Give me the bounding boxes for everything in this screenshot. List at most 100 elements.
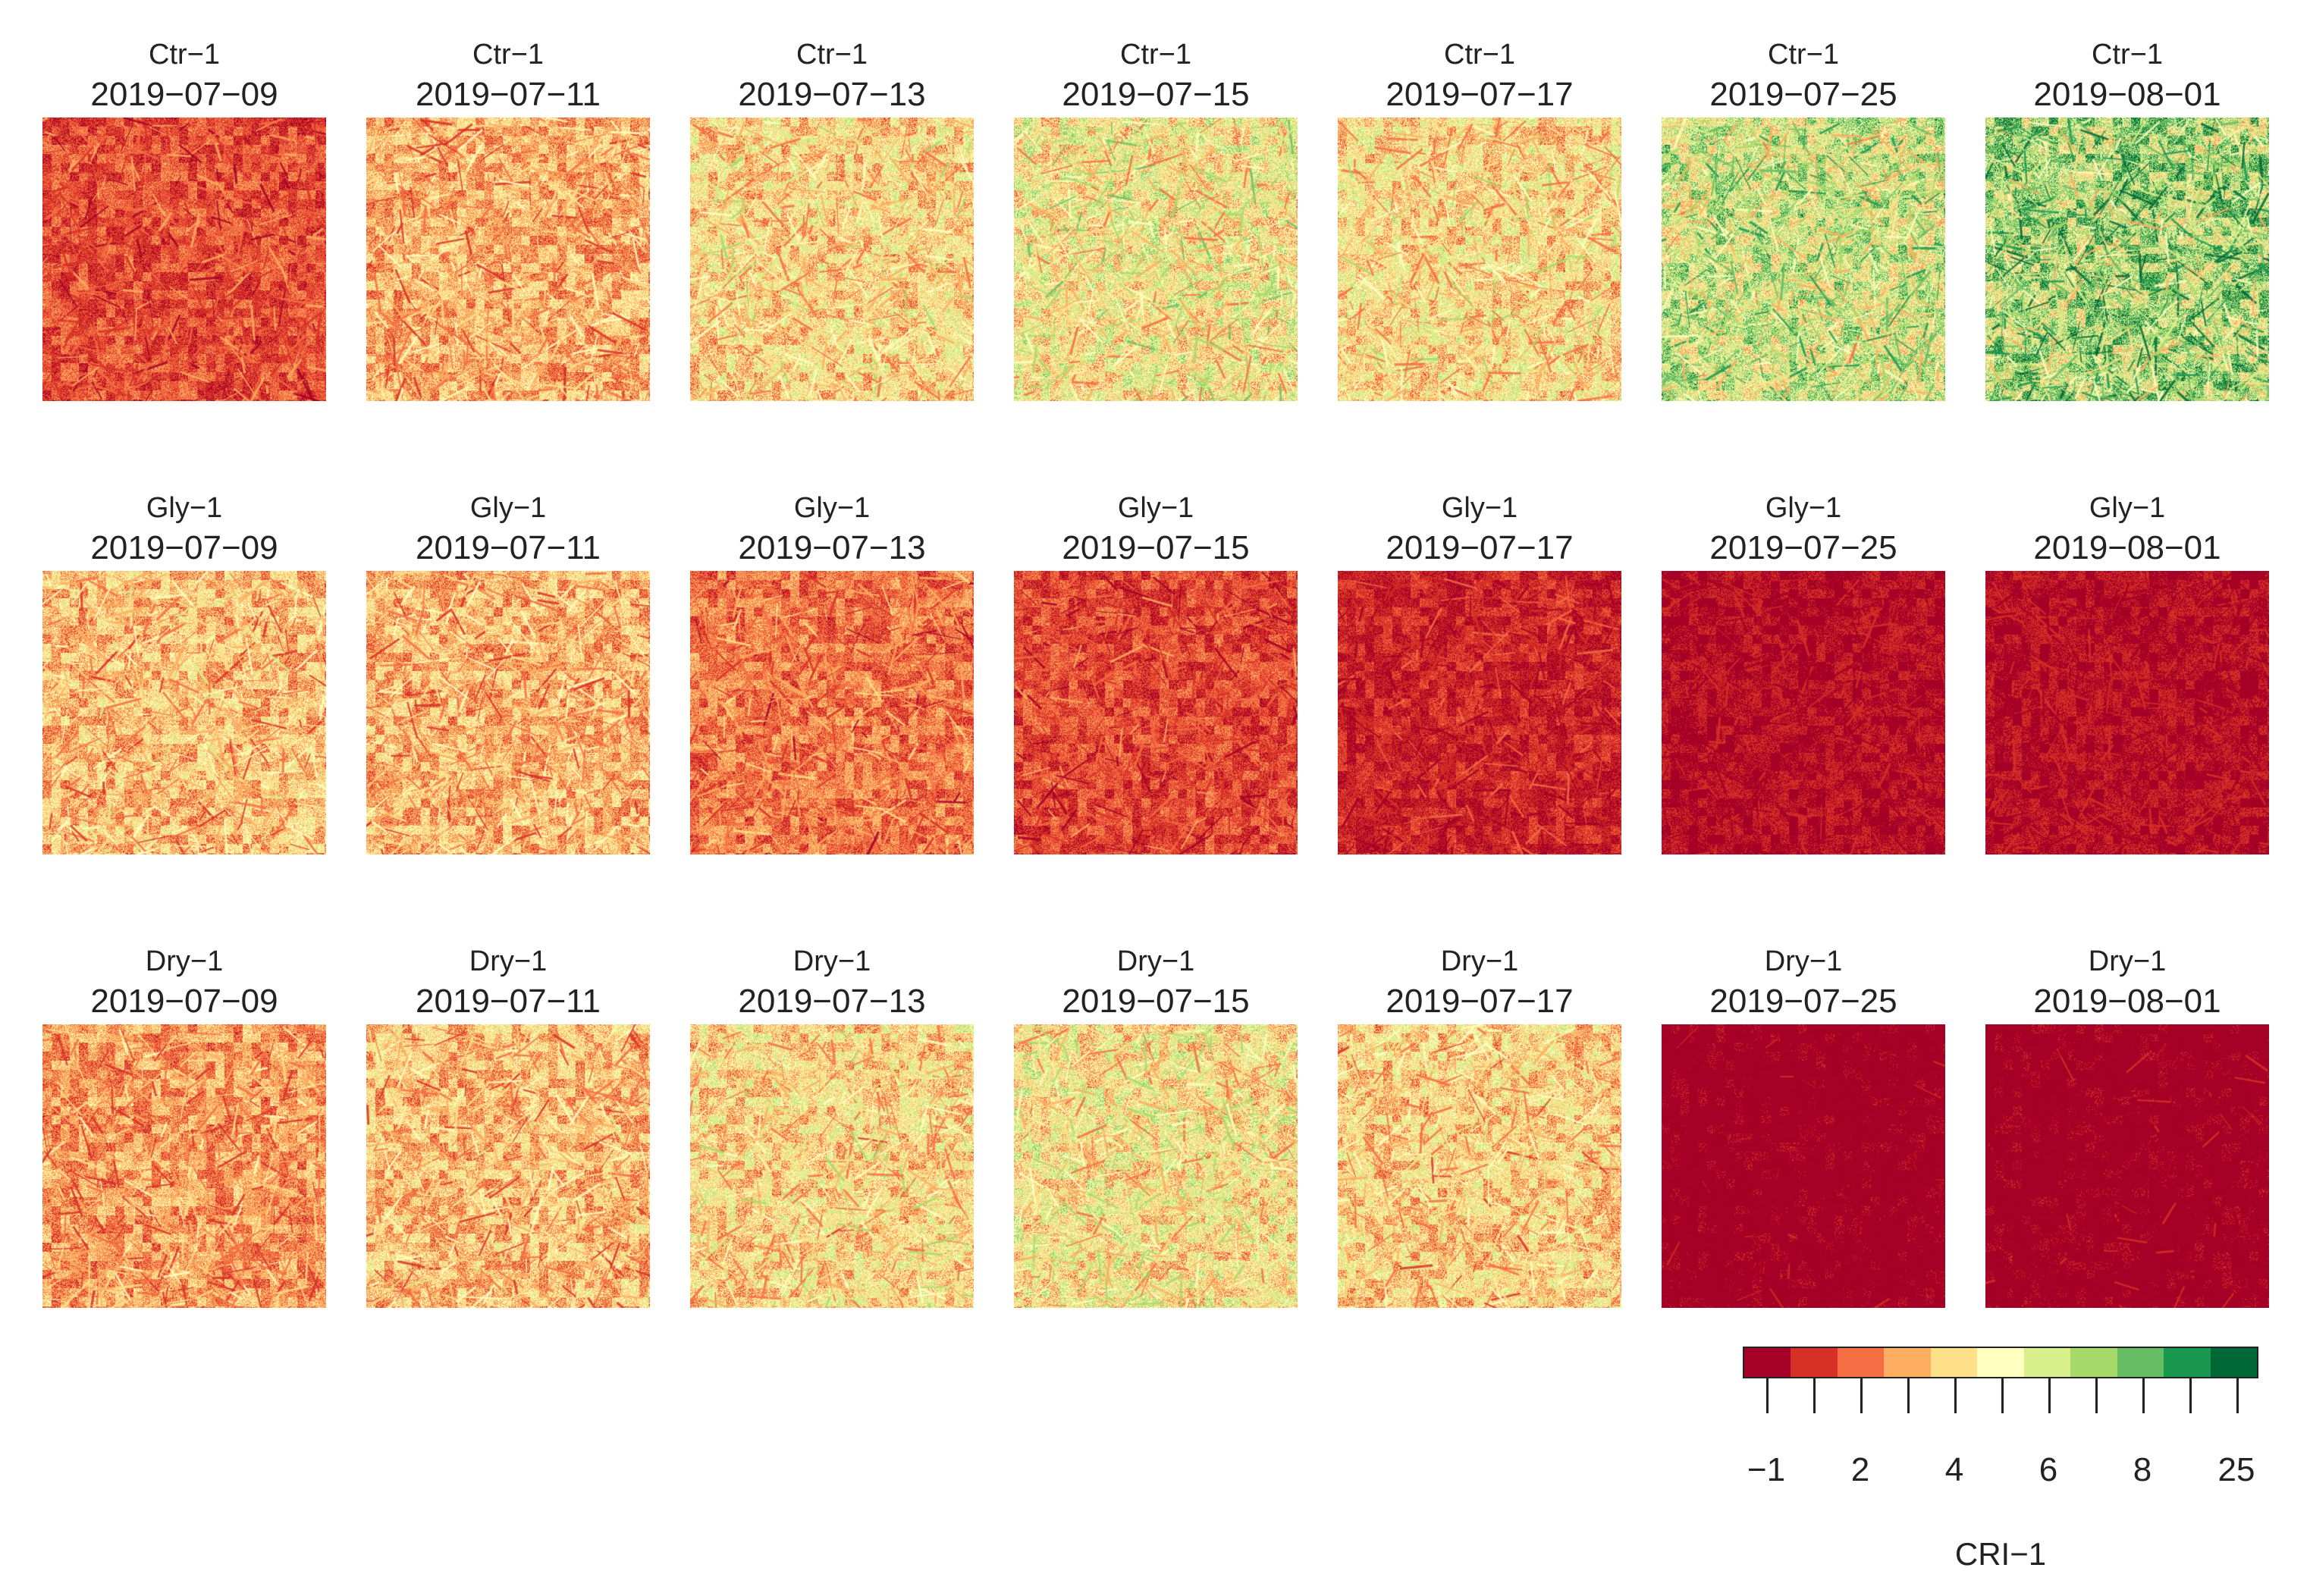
legend-swatch <box>2070 1348 2117 1377</box>
legend-tick <box>1860 1378 1863 1413</box>
cri-heatmap-image <box>690 118 974 401</box>
panel-treatment-label: Gly−1 <box>2089 492 2166 524</box>
cri-heatmap-image <box>1985 118 2269 401</box>
panel-treatment-label: Ctr−1 <box>472 39 544 71</box>
panel-date-label: 2019−07−09 <box>90 529 278 566</box>
legend-tick <box>2189 1378 2192 1413</box>
legend-tick-label: 6 <box>2039 1451 2058 1488</box>
panel-date-label: 2019−07−25 <box>1709 529 1897 566</box>
panel-date-label: 2019−07−17 <box>1386 983 1574 1020</box>
panel-date-label: 2019−07−25 <box>1709 76 1897 113</box>
cri-heatmap-image <box>366 571 650 854</box>
legend-swatch <box>1791 1348 1838 1377</box>
panel-treatment-label: Dry−1 <box>145 945 224 977</box>
panel-date-label: 2019−07−13 <box>738 983 926 1020</box>
legend-tick <box>2001 1378 2004 1413</box>
legend-swatch <box>1930 1348 1978 1377</box>
image-panel: Gly−1 2019−08−01 <box>1985 493 2269 854</box>
image-panel: Dry−1 2019−07−15 <box>1014 946 1298 1308</box>
cri-heatmap-image <box>42 118 326 401</box>
legend-tick-label: 8 <box>2133 1451 2152 1488</box>
panel-date-label: 2019−07−11 <box>416 983 601 1020</box>
image-panel: Dry−1 2019−08−01 <box>1985 946 2269 1308</box>
image-panel: Ctr−1 2019−07−09 <box>42 39 326 401</box>
panel-treatment-label: Gly−1 <box>469 492 547 524</box>
panel-treatment-label: Ctr−1 <box>1444 39 1515 71</box>
legend-swatch <box>2023 1348 2071 1377</box>
legend-tick <box>1954 1378 1957 1413</box>
image-panel: Ctr−1 2019−07−17 <box>1338 39 1621 401</box>
panel-treatment-label: Dry−1 <box>1764 945 1843 977</box>
cri-heatmap-image <box>1662 1024 1945 1308</box>
cri-heatmap-image <box>42 571 326 854</box>
cri-heatmap-image <box>366 118 650 401</box>
panel-treatment-label: Gly−1 <box>146 492 223 524</box>
legend-tick <box>2236 1378 2239 1413</box>
image-panel: Gly−1 2019−07−13 <box>690 493 974 854</box>
panel-date-label: 2019−07−13 <box>738 76 926 113</box>
cri-heatmap-image <box>1985 571 2269 854</box>
cri-heatmap-image <box>1338 571 1621 854</box>
panel-treatment-label: Gly−1 <box>793 492 871 524</box>
legend-swatch <box>2210 1348 2257 1377</box>
panel-treatment-label: Ctr−1 <box>2092 39 2163 71</box>
panel-treatment-label: Dry−1 <box>2088 945 2167 977</box>
legend-tick <box>2048 1378 2051 1413</box>
legend-swatch <box>1884 1348 1931 1377</box>
color-legend: −1 2 4 6 8 25 CRI−1 <box>1735 1339 2266 1582</box>
cri-heatmap-image <box>1014 571 1298 854</box>
panel-treatment-label: Ctr−1 <box>796 39 868 71</box>
cri-heatmap-image <box>690 1024 974 1308</box>
image-panel: Dry−1 2019−07−13 <box>690 946 974 1308</box>
panel-date-label: 2019−07−09 <box>90 983 278 1020</box>
legend-tick <box>1766 1378 1769 1413</box>
panel-treatment-label: Ctr−1 <box>1120 39 1191 71</box>
panel-treatment-label: Gly−1 <box>1117 492 1194 524</box>
image-grid: Ctr−1 2019−07−09 Ctr−1 2019−07−11 Ctr−1 2019−… <box>42 39 2269 1308</box>
image-panel: Gly−1 2019−07−15 <box>1014 493 1298 854</box>
image-panel: Ctr−1 2019−07−15 <box>1014 39 1298 401</box>
panel-treatment-label: Dry−1 <box>469 945 548 977</box>
panel-date-label: 2019−07−17 <box>1386 76 1574 113</box>
image-panel: Gly−1 2019−07−17 <box>1338 493 1621 854</box>
legend-tick-label: −1 <box>1747 1451 1786 1488</box>
legend-tick-label: 25 <box>2217 1451 2255 1488</box>
image-panel: Ctr−1 2019−08−01 <box>1985 39 2269 401</box>
cri-heatmap-image <box>1338 118 1621 401</box>
panel-date-label: 2019−07−15 <box>1062 529 1250 566</box>
image-panel: Ctr−1 2019−07−11 <box>366 39 650 401</box>
image-panel: Gly−1 2019−07−25 <box>1662 493 1945 854</box>
legend-tick-label: 2 <box>1850 1451 1870 1488</box>
panel-date-label: 2019−08−01 <box>2033 983 2221 1020</box>
legend-tick <box>2095 1378 2098 1413</box>
image-panel: Ctr−1 2019−07−13 <box>690 39 974 401</box>
panel-date-label: 2019−07−15 <box>1062 983 1250 1020</box>
legend-tick <box>1813 1378 1816 1413</box>
legend-tick <box>1907 1378 1910 1413</box>
image-panel: Dry−1 2019−07−11 <box>366 946 650 1308</box>
image-panel: Dry−1 2019−07−17 <box>1338 946 1621 1308</box>
image-panel: Gly−1 2019−07−11 <box>366 493 650 854</box>
panel-date-label: 2019−08−01 <box>2033 529 2221 566</box>
cri-heatmap-image <box>1014 1024 1298 1308</box>
cri-heatmap-image <box>1338 1024 1621 1308</box>
panel-date-label: 2019−07−09 <box>90 76 278 113</box>
legend-title: CRI−1 <box>1954 1536 2047 1572</box>
legend-tick <box>2142 1378 2145 1413</box>
panel-date-label: 2019−08−01 <box>2033 76 2221 113</box>
panel-treatment-label: Dry−1 <box>792 945 871 977</box>
panel-date-label: 2019−07−11 <box>416 76 601 113</box>
image-panel: Dry−1 2019−07−09 <box>42 946 326 1308</box>
panel-date-label: 2019−07−11 <box>416 529 601 566</box>
legend-tick-label: 4 <box>1944 1451 1964 1488</box>
panel-treatment-label: Ctr−1 <box>149 39 220 71</box>
panel-date-label: 2019−07−15 <box>1062 76 1250 113</box>
cri-heatmap-image <box>366 1024 650 1308</box>
panel-treatment-label: Ctr−1 <box>1768 39 1839 71</box>
image-panel: Dry−1 2019−07−25 <box>1662 946 1945 1308</box>
cri-heatmap-image <box>690 571 974 854</box>
legend-swatch <box>2164 1348 2211 1377</box>
cri-heatmap-image <box>1985 1024 2269 1308</box>
cri-heatmap-image <box>1662 118 1945 401</box>
legend-swatch <box>1744 1348 1791 1377</box>
